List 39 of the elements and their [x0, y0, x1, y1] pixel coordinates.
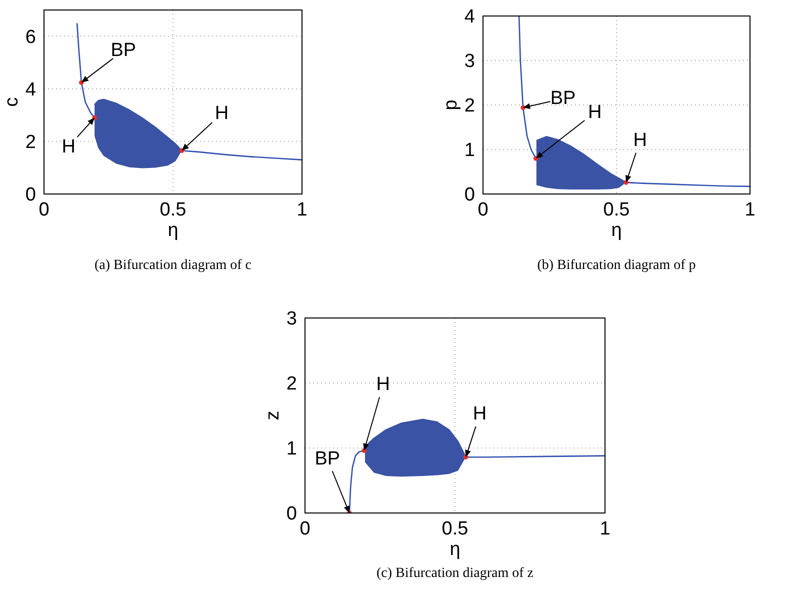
- x-tick-label: 0: [38, 199, 50, 220]
- text: (c) Bifurcation diagram of z: [375, 566, 535, 582]
- y-tick-label: 3: [286, 308, 297, 330]
- y-tick-label: 0: [25, 184, 36, 206]
- annotation: BP: [314, 448, 340, 470]
- text: (a) Bifurcation diagram of c: [93, 258, 253, 274]
- annotation: H: [376, 374, 390, 396]
- x-tick-label: 1: [600, 518, 610, 540]
- y-tick-label: 3: [464, 51, 475, 72]
- x-tick-label: 0.5: [603, 199, 630, 220]
- y-tick-label: 2: [464, 96, 475, 117]
- annotation: H: [62, 136, 76, 158]
- x-axis-title: η: [611, 220, 622, 241]
- x-tick-label: 1: [744, 199, 756, 220]
- y-axis-title: z: [262, 410, 284, 420]
- annotation: H: [214, 103, 229, 124]
- x-tick-label: 0.5: [160, 199, 186, 220]
- y-axis-title: p: [440, 100, 462, 110]
- annotation: H: [472, 404, 487, 425]
- annotation: BP: [110, 40, 136, 62]
- annotation: H: [633, 130, 647, 151]
- y-tick-label: 0: [464, 184, 475, 206]
- y-tick-label: 4: [25, 80, 36, 101]
- y-tick-label: 2: [25, 132, 36, 154]
- y-axis-title: c: [2, 97, 22, 107]
- y-tick-label: 2: [286, 374, 297, 395]
- y-tick-label: 4: [464, 6, 476, 28]
- y-tick-label: 0: [286, 504, 297, 525]
- y-tick-label: 1: [286, 438, 297, 460]
- y-tick-label: 6: [25, 27, 36, 48]
- x-axis-title: η: [168, 220, 178, 241]
- y-tick-label: 1: [464, 140, 475, 162]
- x-axis-title: η: [450, 539, 460, 560]
- x-tick-label: 0: [300, 518, 310, 540]
- text: (b) Bifurcation diagram of p: [536, 258, 697, 274]
- x-tick-label: 0: [478, 199, 488, 220]
- annotation: H: [588, 102, 602, 123]
- annotation: BP: [550, 88, 576, 110]
- x-tick-label: 0.5: [442, 518, 468, 540]
